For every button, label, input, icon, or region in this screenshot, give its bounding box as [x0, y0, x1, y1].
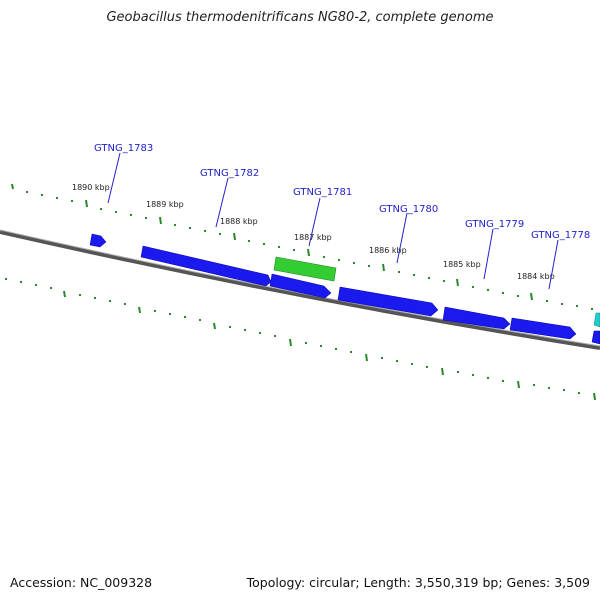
gene-leader-lines — [107, 152, 559, 290]
gene-partial-blue[interactable] — [591, 330, 600, 345]
kbp-label: 1887 kbp — [294, 233, 332, 242]
kbp-label: 1889 kbp — [146, 200, 184, 209]
gene-gtng-1778[interactable] — [509, 317, 577, 340]
inner-ruler — [63, 290, 596, 401]
major-tick — [85, 199, 88, 208]
gene-label-gtng-1781[interactable]: GTNG_1781 — [293, 187, 352, 198]
genome-backbone — [0, 230, 600, 350]
major-tick — [593, 392, 596, 401]
major-tick — [307, 248, 310, 257]
major-tick — [456, 278, 459, 287]
major-tick — [138, 306, 141, 314]
gene-gtng-1779[interactable] — [442, 306, 511, 330]
gene-label-gtng-1783[interactable]: GTNG_1783 — [94, 143, 153, 154]
kbp-label: 1884 kbp — [517, 272, 555, 281]
gene-label-gtng-1782[interactable]: GTNG_1782 — [200, 168, 259, 179]
major-tick — [517, 380, 520, 389]
gene-features[interactable] — [89, 233, 600, 345]
gene-gtng-1781[interactable] — [273, 256, 337, 282]
kbp-labels: 1890 kbp 1889 kbp 1888 kbp 1887 kbp 1886… — [72, 183, 555, 281]
genome-summary: Topology: circular; Length: 3,550,319 bp… — [246, 575, 590, 590]
gene-gtng-1780-a[interactable] — [269, 273, 332, 299]
major-tick — [159, 216, 162, 225]
major-tick — [365, 353, 368, 362]
major-tick — [530, 292, 533, 301]
gene-label-gtng-1780[interactable]: GTNG_1780 — [379, 204, 438, 215]
kbp-label: 1885 kbp — [443, 260, 481, 269]
major-tick — [233, 232, 236, 241]
kbp-label: 1888 kbp — [220, 217, 258, 226]
major-tick — [382, 263, 385, 272]
major-tick — [289, 338, 292, 347]
gene-partial-cyan[interactable] — [593, 312, 600, 328]
inner-ruler-dots — [5, 278, 580, 394]
gene-labels[interactable]: GTNG_1783 GTNG_1782 GTNG_1781 GTNG_1780 … — [94, 143, 590, 241]
kbp-label: 1886 kbp — [369, 246, 407, 255]
accession-text: Accession: NC_009328 — [10, 575, 153, 590]
major-tick — [213, 322, 216, 330]
outer-ruler — [11, 183, 533, 301]
outer-ruler-dots — [26, 191, 593, 310]
gene-gtng-1780[interactable] — [337, 286, 439, 317]
gene-gtng-1783[interactable] — [89, 233, 107, 248]
major-tick — [63, 290, 66, 298]
gene-label-gtng-1779[interactable]: GTNG_1779 — [465, 219, 524, 230]
gene-label-gtng-1778[interactable]: GTNG_1778 — [531, 230, 590, 241]
gene-gtng-1782[interactable] — [140, 245, 272, 287]
major-tick — [441, 367, 444, 376]
map-title: Geobacillus thermodenitrificans NG80-2, … — [106, 10, 494, 25]
kbp-label: 1890 kbp — [72, 183, 110, 192]
genome-backbone-highlight — [0, 229, 600, 347]
major-tick — [11, 183, 14, 190]
